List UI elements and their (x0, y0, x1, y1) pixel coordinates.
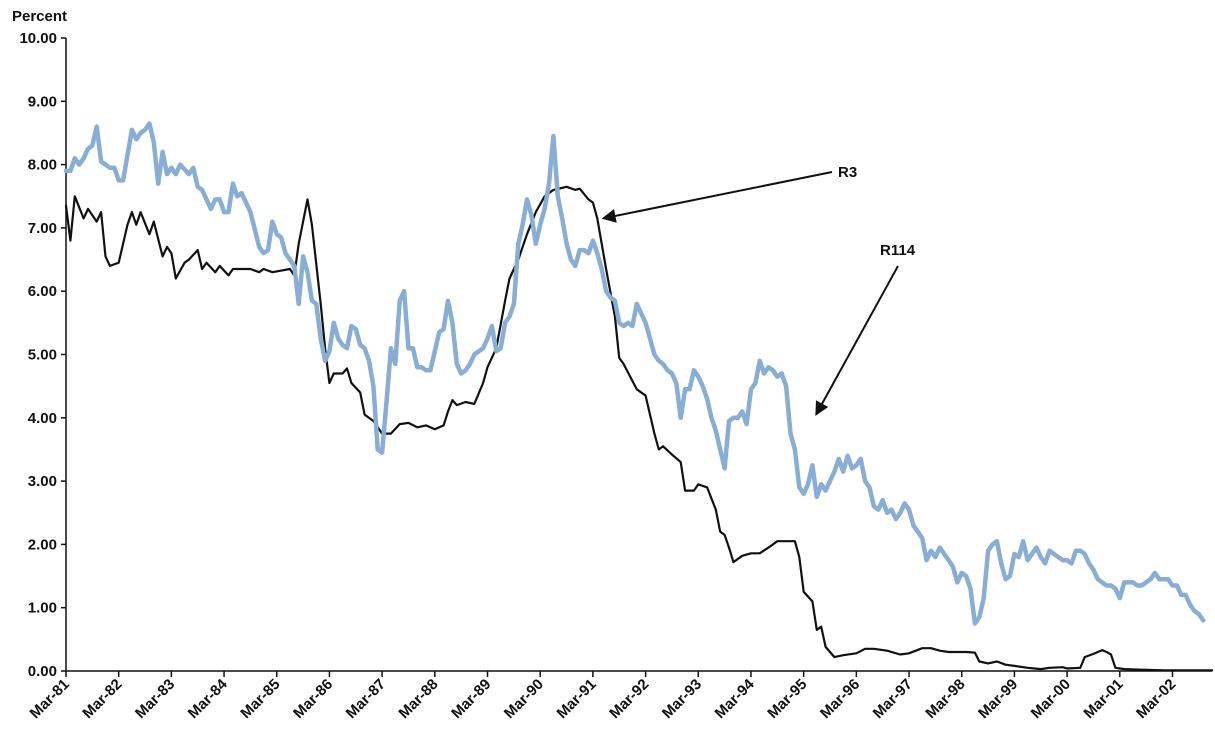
x-tick-label: Mar-99 (975, 676, 1021, 722)
y-axis: 0.00 1.00 2.00 3.00 4.00 5.00 6.00 7.00 8.00 9.00… (19, 30, 67, 680)
x-tick-label: Mar-91 (554, 676, 600, 722)
annotation-layer: R3 R114 (601, 164, 916, 416)
x-tick-label: Mar-98 (922, 676, 968, 722)
y-tick-label: 7.00 (28, 220, 57, 237)
x-tick-label: Mar-97 (870, 676, 916, 722)
y-tick-label: 9.00 (28, 93, 57, 110)
x-tick-label: Mar-90 (501, 676, 547, 722)
y-tick-label: 2.00 (28, 536, 57, 553)
y-tick-label: 5.00 (28, 347, 57, 364)
y-tick-label: 10.00 (19, 30, 57, 47)
x-tick-label: Mar-00 (1028, 676, 1074, 722)
annotation-label-r3: R3 (838, 164, 857, 181)
x-tick-label: Mar-88 (395, 676, 441, 722)
y-tick-label: 3.00 (28, 473, 57, 490)
series-layer (63, 121, 1214, 672)
x-tick-label: Mar-01 (1080, 676, 1126, 722)
y-tick-label: 6.00 (28, 283, 57, 300)
x-tick-label: Mar-95 (764, 676, 810, 722)
x-tick-label: Mar-83 (132, 676, 178, 722)
x-tick-label: Mar-87 (343, 676, 389, 722)
y-tick-label: 4.00 (28, 410, 57, 427)
x-tick-label: Mar-82 (79, 676, 125, 722)
y-tick-label: 0.00 (28, 663, 57, 680)
y-tick-label: 1.00 (28, 600, 57, 617)
annotation-arrow-r114 (815, 265, 899, 416)
annotation-label-r114: R114 (880, 242, 916, 259)
x-tick-label: Mar-93 (659, 676, 705, 722)
x-axis: Mar-81 Mar-82 Mar-83 Mar-84 Mar-85 Mar-86 Mar-… (27, 670, 1212, 722)
y-tick-label: 8.00 (28, 157, 57, 174)
y-axis-label: Percent (12, 8, 67, 25)
x-tick-label: Mar-84 (185, 675, 232, 722)
x-tick-label: Mar-94 (712, 675, 759, 722)
series-line-r3 (64, 185, 1214, 672)
annotation-arrow-r3 (601, 171, 833, 223)
x-tick-label: Mar-85 (237, 676, 283, 722)
x-tick-label: Mar-02 (1133, 676, 1179, 722)
x-tick-label: Mar-96 (817, 676, 863, 722)
x-tick-label: Mar-92 (606, 676, 652, 722)
series-line-r114 (63, 121, 1206, 626)
x-tick-label: Mar-81 (27, 676, 73, 722)
x-tick-label: Mar-86 (290, 676, 336, 722)
x-tick-label: Mar-89 (448, 676, 494, 722)
